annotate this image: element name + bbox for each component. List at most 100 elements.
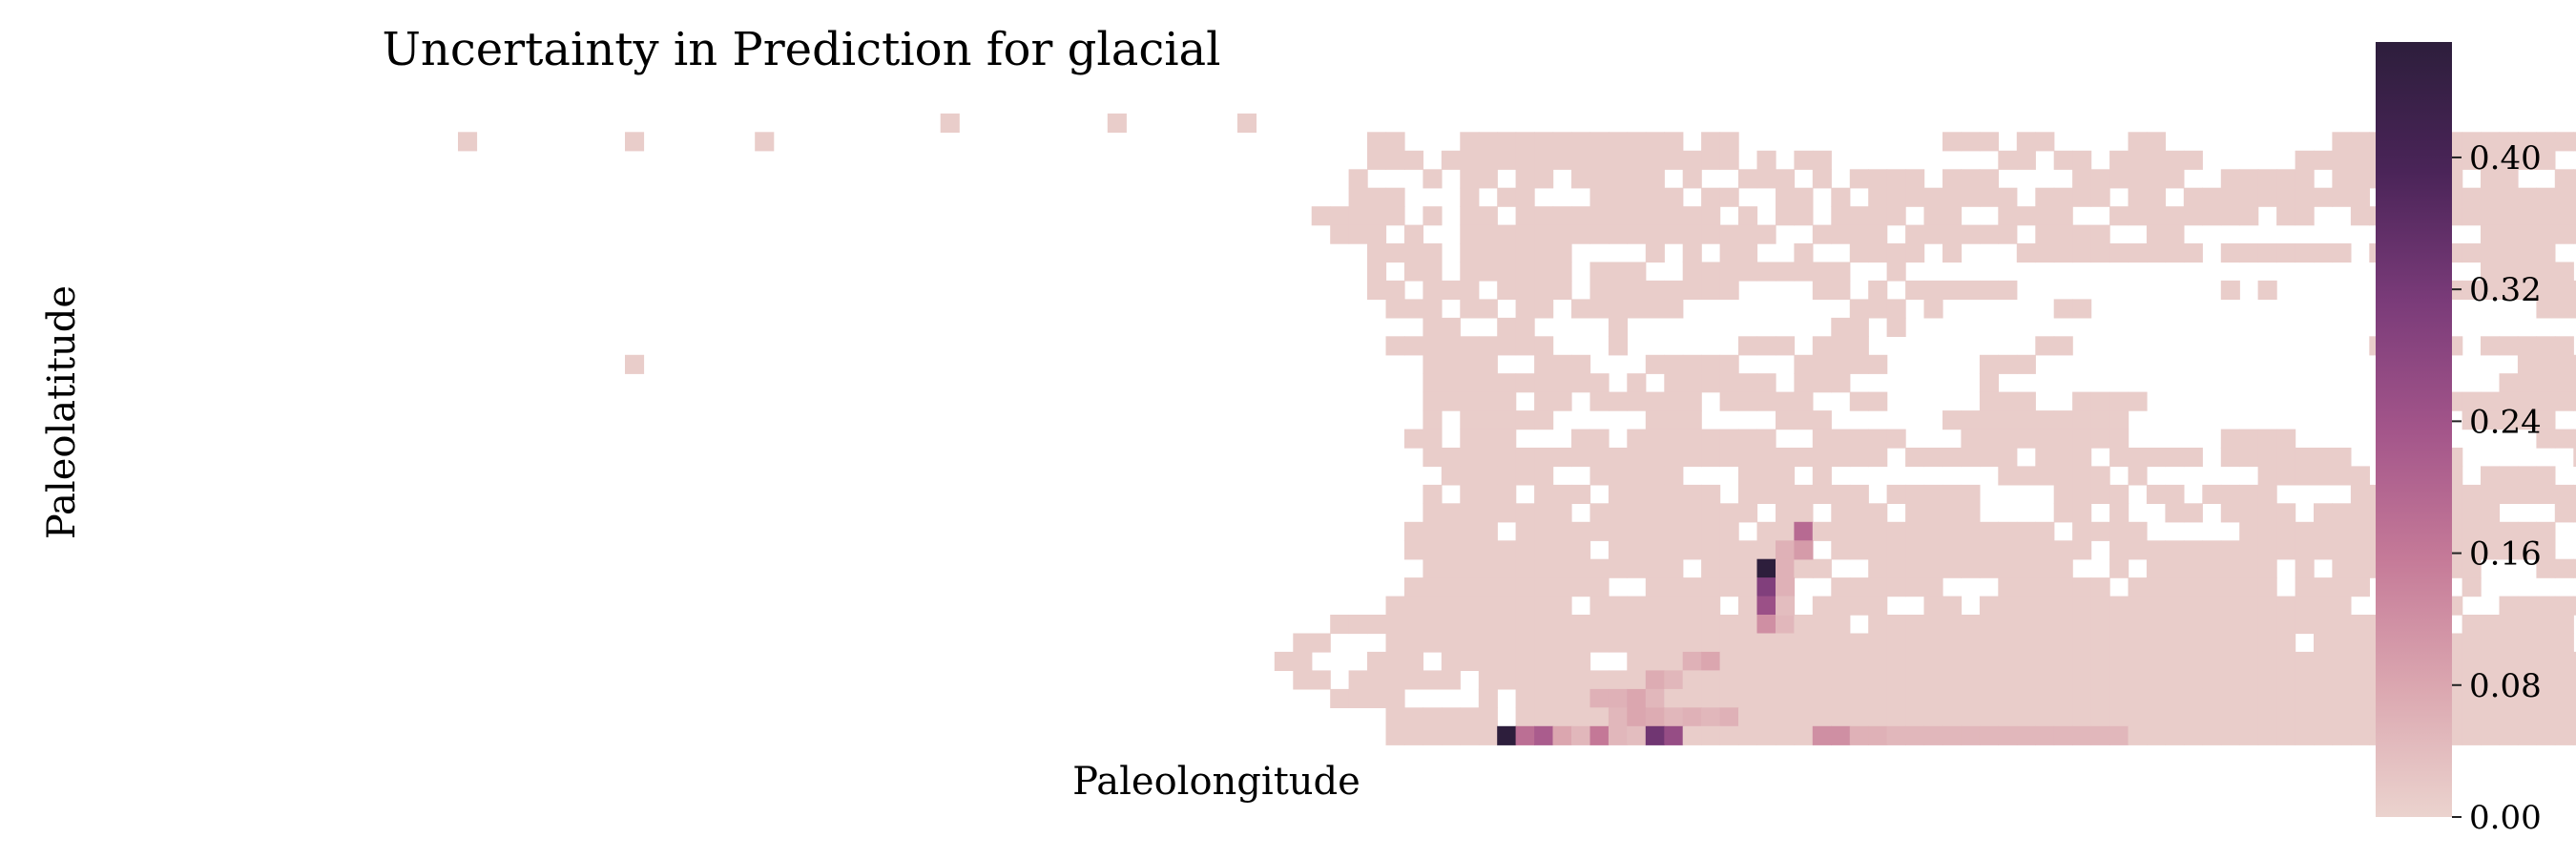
heatmap-cell xyxy=(1534,243,1554,263)
heatmap-cell xyxy=(1385,615,1405,635)
heatmap-cell xyxy=(2481,280,2501,300)
heatmap-cell xyxy=(1608,596,1628,616)
heatmap-cell xyxy=(2554,615,2574,635)
heatmap-cell xyxy=(1645,187,1665,207)
heatmap-cell xyxy=(2573,503,2576,523)
heatmap-cell xyxy=(2573,484,2576,504)
heatmap-cell xyxy=(2239,725,2259,745)
heatmap-cell xyxy=(2481,336,2501,356)
heatmap-cell xyxy=(1293,633,1313,653)
heatmap-cell xyxy=(2016,132,2036,152)
heatmap-cell xyxy=(1627,262,1647,282)
heatmap-cell xyxy=(1998,410,2018,430)
heatmap-cell xyxy=(1664,577,1684,597)
heatmap-cell xyxy=(1942,540,1963,560)
heatmap-cell xyxy=(1552,558,1572,578)
heatmap-cell xyxy=(1534,577,1554,597)
heatmap-cell xyxy=(1552,448,1572,468)
heatmap-cell xyxy=(1868,448,1888,468)
heatmap-cell xyxy=(1849,448,1869,468)
heatmap-cell xyxy=(1923,224,1943,244)
heatmap-cell xyxy=(2239,521,2259,541)
heatmap-cell xyxy=(1330,224,1350,244)
heatmap-cell xyxy=(1645,466,1665,486)
heatmap-cell xyxy=(2332,150,2352,170)
heatmap-cell xyxy=(1627,596,1647,616)
heatmap-cell xyxy=(2090,596,2110,616)
heatmap-cell xyxy=(1608,707,1628,727)
heatmap-cell xyxy=(1776,206,1796,226)
heatmap-cell xyxy=(1645,299,1665,319)
heatmap-cell xyxy=(2517,540,2537,560)
heatmap-cell xyxy=(1627,429,1647,449)
heatmap-cell xyxy=(2499,373,2519,393)
heatmap-cell xyxy=(1423,373,1443,393)
heatmap-cell xyxy=(2072,224,2092,244)
heatmap-cell xyxy=(1682,354,1702,374)
heatmap-cell xyxy=(2314,651,2334,671)
heatmap-cell xyxy=(2517,615,2537,635)
heatmap-cell xyxy=(1627,448,1647,468)
heatmap-cell xyxy=(1812,448,1832,468)
heatmap-cell xyxy=(2053,150,2073,170)
heatmap-cell xyxy=(1478,484,1498,504)
heatmap-cell xyxy=(1441,373,1461,393)
heatmap-cell xyxy=(1571,670,1591,690)
heatmap-cell xyxy=(2499,410,2519,430)
heatmap-cell xyxy=(1534,484,1554,504)
heatmap-cell xyxy=(2146,243,2166,263)
heatmap-cell xyxy=(1812,429,1832,449)
heatmap-cell xyxy=(1905,725,1925,745)
heatmap-cell xyxy=(1831,354,1851,374)
heatmap-cell xyxy=(2499,169,2519,189)
heatmap-cell xyxy=(2053,688,2073,708)
heatmap-cell xyxy=(2109,429,2129,449)
heatmap-cell xyxy=(1441,354,1461,374)
heatmap-cell xyxy=(1738,466,1758,486)
heatmap-cell xyxy=(1534,206,1554,226)
heatmap-cell xyxy=(2035,540,2055,560)
heatmap-cell xyxy=(1738,224,1758,244)
heatmap-cell xyxy=(1385,633,1405,653)
heatmap-cell xyxy=(1905,558,1925,578)
heatmap-cell xyxy=(2257,670,2277,690)
heatmap-cell xyxy=(1645,243,1665,263)
heatmap-cell xyxy=(1403,336,1423,356)
heatmap-cell xyxy=(2462,540,2482,560)
heatmap-cell xyxy=(1738,633,1758,653)
heatmap-cell xyxy=(1868,633,1888,653)
heatmap-cell xyxy=(2035,224,2055,244)
heatmap-cell xyxy=(2072,169,2092,189)
heatmap-cell xyxy=(2350,540,2370,560)
heatmap-cell xyxy=(1776,633,1796,653)
heatmap-cell xyxy=(1403,633,1423,653)
heatmap-cell xyxy=(2072,615,2092,635)
heatmap-cell xyxy=(1831,484,1851,504)
heatmap-cell xyxy=(2573,448,2576,468)
heatmap-cell xyxy=(1979,596,1999,616)
heatmap-cell xyxy=(2536,651,2556,671)
heatmap-cell xyxy=(1868,503,1888,523)
heatmap-cell xyxy=(1886,206,1906,226)
heatmap-cell xyxy=(2220,243,2240,263)
heatmap-cell xyxy=(1478,670,1498,690)
heatmap-cell xyxy=(1682,150,1702,170)
heatmap-cell xyxy=(1645,503,1665,523)
heatmap-cell xyxy=(1385,243,1405,263)
heatmap-cell xyxy=(1776,540,1796,560)
heatmap-cell xyxy=(2314,577,2334,597)
heatmap-cell xyxy=(2183,725,2203,745)
heatmap-cell xyxy=(2146,707,2166,727)
heatmap-cell xyxy=(625,354,645,374)
heatmap-cell xyxy=(2016,633,2036,653)
heatmap-cell xyxy=(2220,540,2240,560)
heatmap-cell xyxy=(2016,540,2036,560)
heatmap-cell xyxy=(1701,707,1721,727)
heatmap-cell xyxy=(1423,707,1443,727)
heatmap-cell xyxy=(1497,540,1517,560)
heatmap-cell xyxy=(2053,299,2073,319)
heatmap-cell xyxy=(1905,169,1925,189)
heatmap-cell xyxy=(1497,615,1517,635)
heatmap-cell xyxy=(1515,317,1535,337)
